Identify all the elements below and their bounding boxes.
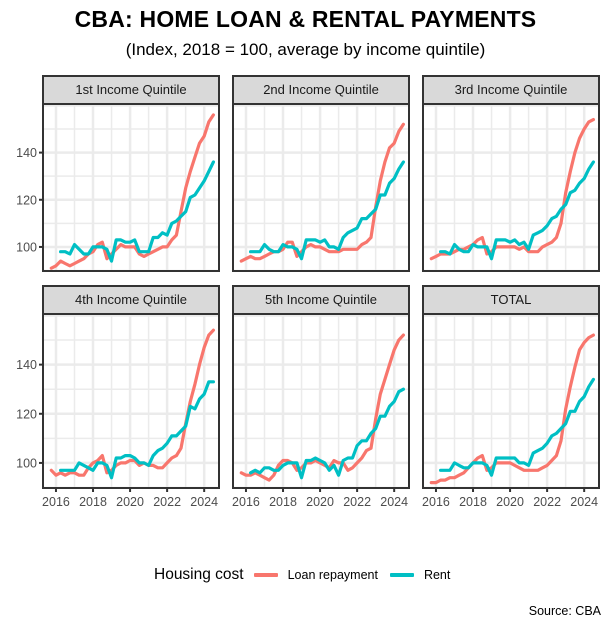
y-tick-label: 120 (16, 407, 37, 421)
y-tick-label: 140 (16, 146, 37, 160)
x-tick-label: 2020 (496, 495, 524, 509)
facet-panel: 5th Income Quintile 2016 2018 2020 2022 2024 (232, 285, 410, 509)
facet-label: 3rd Income Quintile (455, 82, 568, 97)
x-tick-label: 2018 (79, 495, 107, 509)
facet-panel: 2nd Income Quintile (232, 75, 410, 272)
series-line-rent (58, 160, 215, 263)
facet-label: 5th Income Quintile (265, 292, 377, 307)
panel-border (42, 103, 220, 272)
facet-panel: 4th Income Quintile 100 120 140 2016 2018 2020… (16, 285, 220, 509)
facet-label: 4th Income Quintile (75, 292, 187, 307)
x-tick-label: 2016 (42, 495, 70, 509)
legend-label-loan-repayment: Loan repayment (287, 568, 378, 582)
chart-title: CBA: HOME LOAN & RENTAL PAYMENTS (74, 6, 537, 32)
legend: Housing cost Loan repayment Rent (154, 566, 462, 584)
series-line-rent (249, 160, 405, 261)
series-line-rent (439, 377, 596, 477)
series-line-rent (58, 380, 215, 480)
x-tick-label: 2020 (306, 495, 334, 509)
x-tick-label: 2020 (116, 495, 144, 509)
x-tick-label: 2016 (232, 495, 260, 509)
y-tick-label: 140 (16, 358, 37, 372)
facet-panel: TOTAL 2016 2018 2020 2022 2024 (422, 285, 600, 509)
facet-strip (232, 285, 410, 315)
source-caption: Source: CBA (528, 604, 601, 618)
facet-label: TOTAL (491, 292, 532, 307)
series-line-loan-repayment (239, 333, 405, 482)
y-tick-label: 120 (16, 193, 37, 207)
series-line-loan-repayment (49, 113, 215, 270)
facet-strip (422, 75, 600, 105)
facet-label: 2nd Income Quintile (263, 82, 379, 97)
y-tick-label: 100 (16, 456, 37, 470)
series-line-rent (439, 160, 596, 261)
x-tick-label: 2018 (459, 495, 487, 509)
x-tick-label: 2024 (570, 495, 598, 509)
x-tick-label: 2022 (533, 495, 561, 509)
x-tick-label: 2016 (422, 495, 450, 509)
facet-panel: 1st Income Quintile 100 120 140 (16, 75, 220, 272)
y-tick-label: 100 (16, 240, 37, 254)
legend-key-rent (389, 573, 414, 577)
x-tick-label: 2024 (190, 495, 218, 509)
facet-strip (42, 75, 220, 105)
legend-key-loan-repayment (253, 573, 278, 577)
legend-title: Housing cost (154, 566, 244, 583)
legend-label-rent: Rent (423, 568, 451, 582)
x-tick-label: 2024 (380, 495, 408, 509)
x-tick-label: 2018 (269, 495, 297, 509)
panel-border (232, 103, 410, 272)
facet-strip (232, 75, 410, 105)
series-line-rent (249, 387, 405, 480)
facet-panel: 3rd Income Quintile (422, 75, 600, 272)
chart-subtitle: (Index, 2018 = 100, average by income qu… (125, 40, 486, 59)
panel-border (422, 103, 600, 272)
x-tick-label: 2022 (153, 495, 181, 509)
x-tick-label: 2022 (343, 495, 371, 509)
series-line-loan-repayment (429, 333, 596, 485)
facet-label: 1st Income Quintile (75, 82, 186, 97)
